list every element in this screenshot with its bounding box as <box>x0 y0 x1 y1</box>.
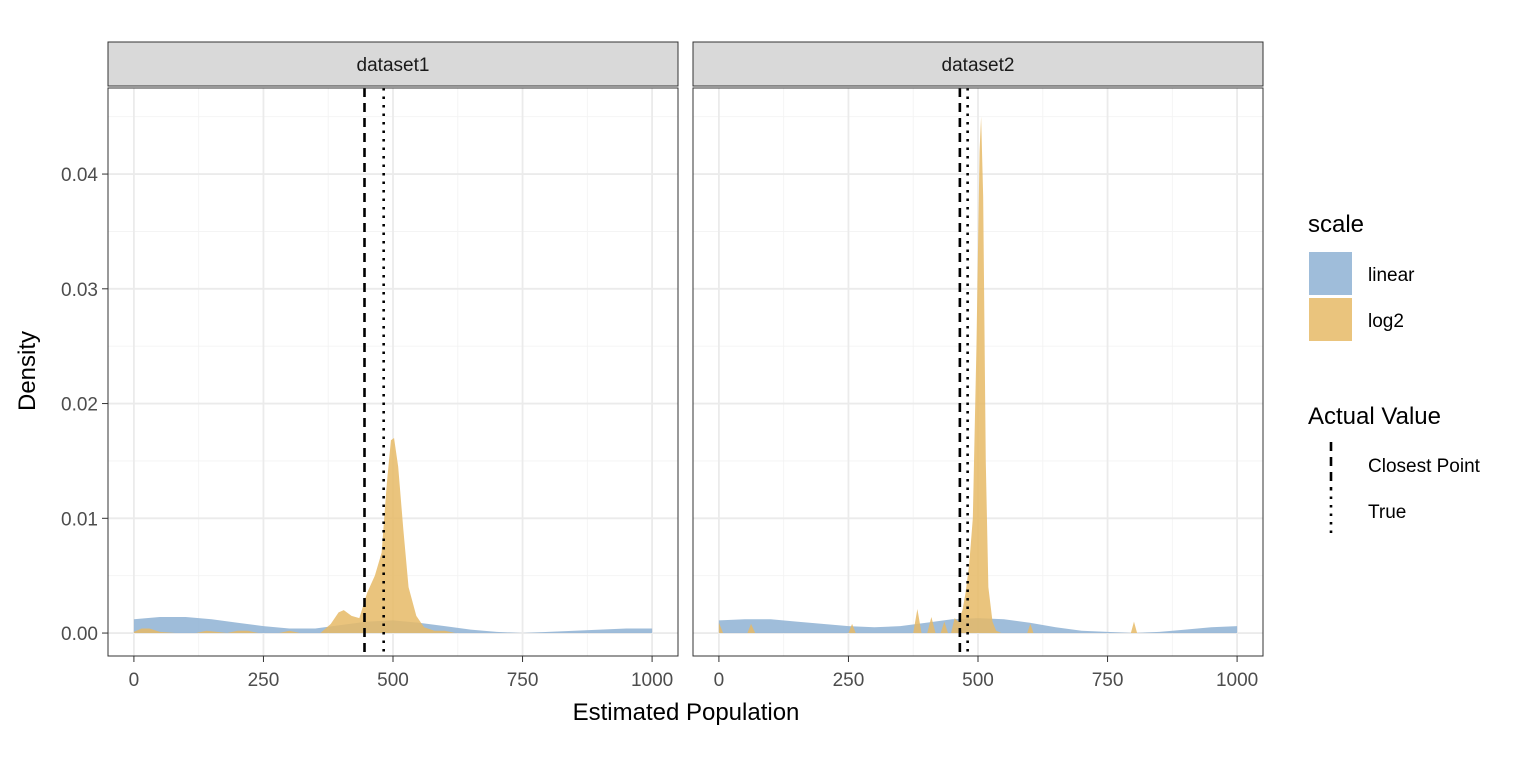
facet-strip <box>107 41 679 87</box>
legend-title-actual-value: Actual Value <box>1308 403 1441 430</box>
facet-panels: dataset1 0 250 500 750 1000 0.00 0.01 0.02 0.03 0.… <box>61 41 1264 691</box>
y-tick-label: 0.04 <box>61 165 98 186</box>
y-tick-label: 0.03 <box>61 280 98 301</box>
legend-label-dotted: True <box>1368 502 1406 523</box>
facet-dataset2: dataset2 0 250 500 750 1000 <box>692 41 1264 691</box>
x-tick-label: 750 <box>507 670 539 691</box>
y-axis-title: Density <box>14 331 41 411</box>
x-tick-label: 0 <box>714 670 725 691</box>
facet-strip <box>692 41 1264 87</box>
facet-strip-label: dataset1 <box>357 55 430 76</box>
x-tick-label: 1000 <box>1216 670 1258 691</box>
x-axis-title: Estimated Population <box>573 699 800 726</box>
density-area-log2 <box>133 437 653 634</box>
y-tick-label: 0.00 <box>61 624 98 645</box>
legend-label-log2: log2 <box>1368 311 1404 332</box>
x-tick-label: 0 <box>129 670 140 691</box>
facet-dataset1: dataset1 0 250 500 750 1000 0.00 0.01 0.02 0.03 0.… <box>61 41 679 691</box>
density-area-log2 <box>718 116 1238 634</box>
legend: scale linear log2 Actual Value Closest Point… <box>1308 211 1481 534</box>
y-tick-label: 0.01 <box>61 509 98 530</box>
x-tick-label: 1000 <box>631 670 673 691</box>
legend-label-dashed: Closest Point <box>1368 456 1481 477</box>
x-tick-label: 750 <box>1092 670 1124 691</box>
x-tick-label: 500 <box>377 670 409 691</box>
facet-strip-label: dataset2 <box>942 55 1015 76</box>
legend-key-linear <box>1309 252 1352 295</box>
x-tick-label: 250 <box>833 670 865 691</box>
y-tick-label: 0.02 <box>61 395 98 416</box>
x-tick-label: 500 <box>962 670 994 691</box>
legend-title-scale: scale <box>1308 211 1364 238</box>
legend-label-linear: linear <box>1368 265 1415 286</box>
legend-key-log2 <box>1309 298 1352 341</box>
x-tick-label: 250 <box>248 670 280 691</box>
